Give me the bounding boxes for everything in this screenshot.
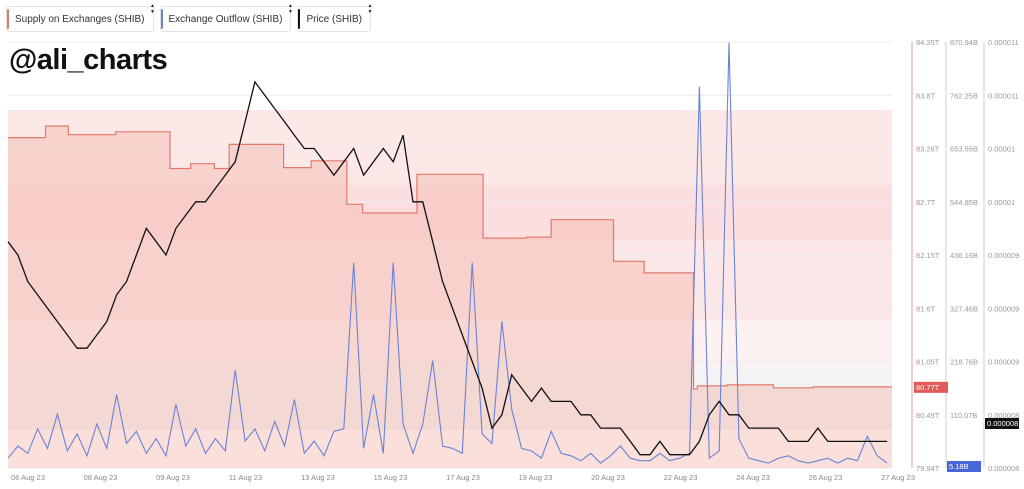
y-tick-label: 82.7T	[916, 198, 936, 207]
price-current-badge-bg	[985, 418, 1019, 429]
y-tick-label: 0.00001	[988, 198, 1015, 207]
brand-handle: @ali_charts	[9, 44, 168, 76]
y-tick-label: 0.000009	[988, 251, 1019, 260]
background-band	[8, 110, 892, 185]
y-tick-label: 327.46B	[950, 304, 978, 313]
y-tick-label: 0.000011	[988, 91, 1019, 100]
y-tick-label: 81.05T	[916, 358, 940, 367]
y-tick-label: 83.26T	[916, 145, 940, 154]
y-tick-label: 83.8T	[916, 91, 936, 100]
sort-arrows-icon[interactable]: ▲▼	[149, 3, 156, 15]
x-tick-label: 22 Aug 23	[664, 473, 698, 482]
price-current-badge: 0.000008	[987, 419, 1018, 428]
x-tick-label: 24 Aug 23	[736, 473, 770, 482]
x-tick-label: 15 Aug 23	[374, 473, 408, 482]
x-tick-label: 27 Aug 23	[881, 473, 915, 482]
outflow-current-badge-bg	[947, 461, 981, 472]
legend-label: Supply on Exchanges (SHIB)	[15, 13, 145, 25]
legend-item[interactable]: Exchange Outflow (SHIB) ▲▼	[159, 3, 294, 32]
y-tick-label: 436.16B	[950, 251, 978, 260]
x-tick-label: 11 Aug 23	[229, 473, 262, 482]
legend-color-swatch	[7, 9, 9, 29]
x-tick-label: 06 Aug 23	[11, 473, 45, 482]
y-tick-label: 544.85B	[950, 198, 978, 207]
y-tick-label: 82.15T	[916, 251, 940, 260]
legend: Supply on Exchanges (SHIB) ▲▼ Exchange Out…	[6, 3, 374, 32]
legend-color-swatch	[298, 9, 301, 29]
supply-current-badge-bg	[914, 381, 948, 393]
legend-item[interactable]: Price (SHIB) ▲▼	[297, 3, 374, 32]
y-tick-label: 762.25B	[950, 91, 978, 100]
y-tick-label: 870.94B	[950, 38, 978, 47]
y-tick-label: 0.000008	[988, 411, 1019, 420]
background-band	[8, 240, 892, 320]
y-tick-label: 84.35T	[916, 38, 940, 47]
y-tick-label: 218.76B	[950, 358, 978, 367]
y-tick-label: 0.000008	[988, 464, 1019, 473]
y-tick-label: 653.55B	[950, 145, 978, 154]
x-tick-label: 19 Aug 23	[519, 473, 553, 482]
y-tick-label: 0.000009	[988, 358, 1019, 367]
background-band	[8, 185, 892, 240]
x-tick-label: 17 Aug 23	[446, 473, 480, 482]
y-tick-label: 79.94T	[916, 464, 940, 473]
x-tick-label: 20 Aug 23	[591, 473, 625, 482]
y-tick-label: 0.000011	[988, 38, 1019, 47]
x-tick-label: 13 Aug 23	[301, 473, 335, 482]
outflow-current-badge: 5.18B	[949, 462, 969, 471]
sort-arrows-icon[interactable]: ▲▼	[367, 3, 374, 15]
supply-current-badge: 80.77T	[916, 383, 940, 392]
legend-item[interactable]: Supply on Exchanges (SHIB) ▲▼	[6, 3, 156, 32]
legend-color-swatch	[160, 9, 163, 29]
y-tick-label: 81.6T	[916, 304, 936, 313]
y-tick-label: 0.00001	[988, 145, 1015, 154]
background-band	[8, 365, 892, 430]
sort-arrows-icon[interactable]: ▲▼	[287, 3, 294, 15]
x-tick-label: 08 Aug 23	[84, 473, 118, 482]
price-line	[7, 80, 888, 456]
y-tick-label: 80.49T	[916, 411, 940, 420]
legend-label: Exchange Outflow (SHIB)	[168, 13, 283, 25]
legend-label: Price (SHIB)	[306, 13, 363, 25]
y-tick-label: 110.07B	[950, 411, 977, 420]
supply-line	[8, 125, 892, 390]
x-tick-label: 26 Aug 23	[809, 473, 843, 482]
outflow-line	[7, 42, 888, 464]
supply-area	[8, 126, 892, 468]
y-tick-label: 0.000009	[988, 304, 1019, 313]
background-band	[8, 320, 892, 365]
x-tick-label: 09 Aug 23	[156, 473, 190, 482]
